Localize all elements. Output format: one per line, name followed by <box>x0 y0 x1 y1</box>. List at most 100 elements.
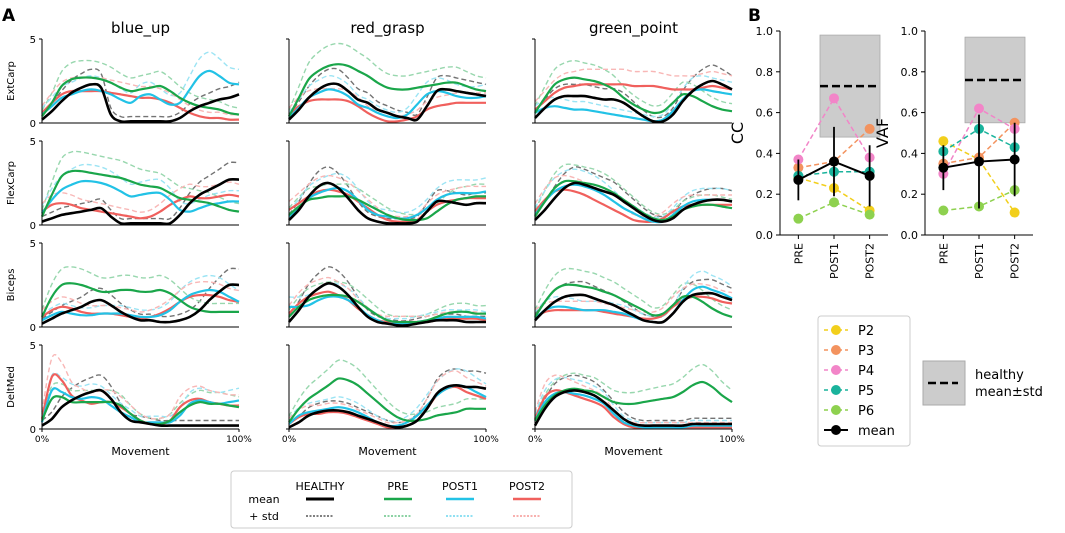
std-curve-post2-biceps-green_point <box>534 282 733 314</box>
mean-curve-post1-deltmed-blue_up <box>40 387 240 424</box>
mean-curve-pre-deltmed-blue_up <box>40 395 240 426</box>
std-curve-pre-extcarp-blue_up <box>41 59 240 111</box>
mean-curve-post2-extcarp-green_point <box>534 83 733 111</box>
panel-label-b: B <box>748 6 761 26</box>
row-label-biceps: Biceps <box>6 269 17 302</box>
x-tick-label-post2: POST2 <box>864 243 877 279</box>
legend-group-label-pre: PRE <box>387 480 408 493</box>
x-tick-label-pre: PRE <box>792 243 805 264</box>
series-line-p4-cc <box>797 96 871 160</box>
x-tick-label: 100% <box>473 435 499 445</box>
legend-healthy-std-label: mean±std <box>975 385 1043 400</box>
legend-label-p3: P3 <box>858 344 874 359</box>
y-tick-label: 0.6 <box>756 107 774 120</box>
y-tick-label: 5 <box>30 137 36 148</box>
mean-curve-healthy-extcarp-blue_up <box>41 82 240 124</box>
x-tick-label: 0% <box>35 435 50 445</box>
y-tick-label: 1.0 <box>901 25 919 38</box>
legend-label-p2: P2 <box>858 324 874 339</box>
y-tick-label: 0.8 <box>901 66 919 79</box>
mean-curve-pre-extcarp-green_point <box>534 76 733 115</box>
y-tick-label: 1.0 <box>756 25 774 38</box>
std-curve-healthy-extcarp-green_point <box>534 64 733 119</box>
y-tick-label: 5 <box>30 341 36 352</box>
std-curve-healthy-biceps-green_point <box>534 278 733 318</box>
mean-curve-healthy-biceps-green_point <box>534 291 733 324</box>
mean-curve-pre-extcarp-red_grasp <box>288 63 487 117</box>
point-p6-post2-cc <box>864 209 875 220</box>
std-curve-pre-extcarp-green_point <box>534 59 733 107</box>
y-tick-label: 5 <box>30 239 36 250</box>
std-curve-post1-extcarp-green_point <box>534 75 733 118</box>
legend-mean-label: mean <box>248 493 279 506</box>
column-title-green_point: green_point <box>589 19 678 38</box>
y-tick-label: 0.8 <box>756 66 774 79</box>
panel-b-plots: 0.0 0.2 0.4 0.6 0.8 1.0 PRE POST1 POST2 CC 0.0 0.2 0… <box>728 25 1033 279</box>
legend-frame-participants <box>817 315 911 447</box>
x-axis-label: Movement <box>111 445 170 458</box>
panel-a-legend: mean + std HEALTHY PRE POST1 POST2 <box>230 470 573 529</box>
std-curve-post2-extcarp-green_point <box>534 68 733 103</box>
mean-curve-pre-deltmed-red_grasp <box>288 377 486 423</box>
mean-point-post2-vaf <box>1009 154 1020 165</box>
panel-label-a: A <box>2 6 16 26</box>
std-curve-pre-biceps-red_grasp <box>288 280 487 318</box>
std-curve-pre-deltmed-red_grasp <box>288 359 486 417</box>
y-axis-label-cc: CC <box>728 122 747 144</box>
std-curve-post2-biceps-blue_up <box>41 280 240 313</box>
y-tick-label: 5 <box>30 35 36 46</box>
x-tick-label: 100% <box>719 435 745 445</box>
mean-curve-post2-flexcarp-blue_up <box>41 193 240 220</box>
row-label-flexcarp: FlexCarp <box>6 161 17 205</box>
mean-curve-post1-extcarp-green_point <box>534 88 733 123</box>
std-curve-healthy-biceps-blue_up <box>41 267 240 320</box>
x-tick-label: 100% <box>226 435 252 445</box>
std-curve-post1-deltmed-green_point <box>534 376 732 424</box>
mean-curve-post1-extcarp-red_grasp <box>288 88 487 120</box>
mean-curve-post1-flexcarp-blue_up <box>41 179 240 214</box>
std-curve-post2-flexcarp-blue_up <box>41 181 240 213</box>
std-curve-post2-deltmed-blue_up <box>41 354 240 420</box>
legend-swatch-marker-p3 <box>831 345 841 355</box>
y-tick-label: 0 <box>30 119 36 130</box>
x-axis-label: Movement <box>604 445 663 458</box>
panel-b-legend: P2 P3 P4 P5 P6 mean healthy mean±std <box>817 315 1043 447</box>
point-p2-pre-vaf <box>938 136 949 147</box>
mean-curve-pre-biceps-red_grasp <box>288 293 487 324</box>
std-curve-pre-biceps-green_point <box>534 267 733 311</box>
panel-a-grid: blue_up red_grasp green_point ExtCarp FlexCa… <box>6 19 745 458</box>
mean-curve-post2-biceps-red_grasp <box>288 290 487 324</box>
point-p4-post1-cc <box>829 93 839 104</box>
std-curve-post1-biceps-blue_up <box>41 274 240 315</box>
legend-group-label-healthy: HEALTHY <box>295 480 344 493</box>
y-tick-label: 0.2 <box>756 188 774 201</box>
y-tick-label: 0.2 <box>901 188 919 201</box>
legend-swatch-marker-p5 <box>831 385 841 395</box>
mean-curve-healthy-flexcarp-green_point <box>534 181 733 223</box>
std-curve-pre-flexcarp-blue_up <box>41 150 240 211</box>
point-p6-post1-cc <box>829 197 839 208</box>
point-p3-post2-cc <box>864 123 875 134</box>
std-curve-healthy-deltmed-green_point <box>534 374 732 422</box>
y-axis-label-vaf: VAF <box>873 118 892 148</box>
legend-label-mean: mean <box>858 424 895 439</box>
mean-curve-post1-biceps-blue_up <box>41 288 240 322</box>
x-tick-label-post1: POST1 <box>973 243 986 279</box>
mean-curve-healthy-flexcarp-blue_up <box>41 177 240 226</box>
point-p6-pre-vaf <box>938 205 949 216</box>
mean-curve-healthy-deltmed-green_point <box>533 389 732 428</box>
mean-curve-pre-biceps-blue_up <box>41 282 239 318</box>
std-curve-post1-flexcarp-blue_up <box>41 163 240 207</box>
point-p2-post2-vaf <box>1009 207 1020 218</box>
mean-curve-pre-biceps-green_point <box>534 283 733 318</box>
mean-point-pre-cc <box>793 174 804 185</box>
mean-curve-pre-extcarp-blue_up <box>41 76 240 117</box>
series-line-p2-cc <box>798 177 871 212</box>
x-tick-label: 0% <box>528 435 543 445</box>
std-curve-post1-extcarp-blue_up <box>41 51 240 109</box>
point-p4-post1-vaf <box>974 103 984 114</box>
std-curve-healthy-deltmed-red_grasp <box>288 368 487 424</box>
row-label-deltmed: DeltMed <box>6 366 17 408</box>
mean-curve-post1-extcarp-blue_up <box>41 69 240 116</box>
std-curve-healthy-flexcarp-red_grasp <box>288 166 487 220</box>
